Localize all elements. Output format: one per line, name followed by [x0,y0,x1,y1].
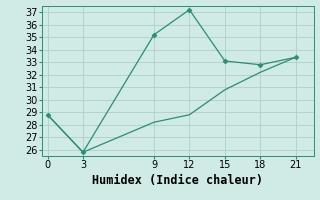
X-axis label: Humidex (Indice chaleur): Humidex (Indice chaleur) [92,174,263,187]
